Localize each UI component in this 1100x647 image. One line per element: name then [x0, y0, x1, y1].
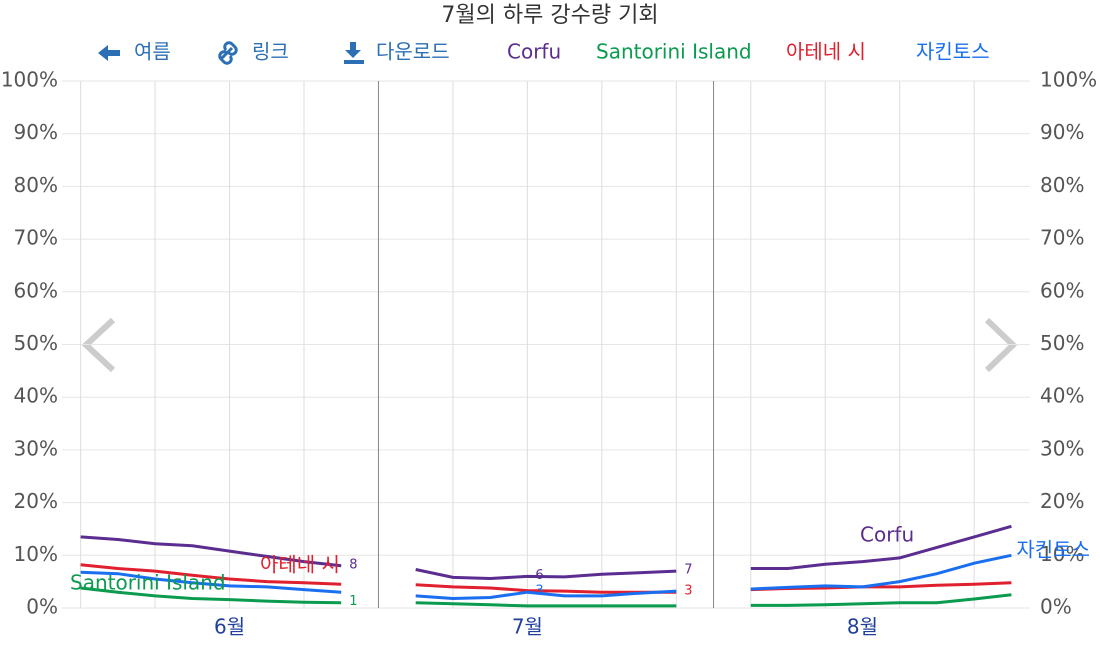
y-tick-label: 50% [14, 331, 58, 355]
y2-tick-label: 70% [1040, 226, 1084, 250]
y-tick-label: 40% [14, 384, 58, 408]
legend-entry[interactable]: 아테네 시 [786, 40, 866, 64]
link-button[interactable]: 링크 [252, 40, 289, 64]
data-label: 6 [535, 568, 543, 583]
x-tick-label: 8월 [847, 615, 878, 639]
series-label: Santorini Island [70, 571, 226, 595]
y-tick-label: 60% [14, 278, 58, 302]
legend-entry[interactable]: Corfu [507, 40, 561, 64]
control-download[interactable]: 다운로드 [344, 40, 450, 65]
download-button[interactable]: 다운로드 [376, 40, 450, 64]
y-tick-label: 100% [1, 68, 58, 92]
y2-tick-label: 30% [1040, 436, 1084, 460]
y-tick-label: 20% [14, 489, 58, 513]
summer-button[interactable]: 여름 [134, 40, 171, 64]
y2-tick-label: 50% [1040, 331, 1084, 355]
control-summer[interactable]: 여름 [98, 40, 171, 64]
data-label: 1 [349, 594, 357, 609]
data-label: 8 [349, 557, 357, 572]
legend-entry[interactable]: 자킨토스 [916, 40, 990, 64]
y2-tick-label: 100% [1040, 68, 1097, 92]
y2-tick-label: 10% [1040, 542, 1084, 566]
y-tick-label: 30% [14, 436, 58, 460]
y-tick-label: 90% [14, 120, 58, 144]
y-tick-label: 10% [14, 542, 58, 566]
data-label: 7 [684, 563, 692, 578]
back-icon [98, 45, 120, 61]
series-label: Corfu [860, 523, 914, 547]
link-icon [218, 41, 238, 65]
chart-title: 7월의 하루 강수량 기회 [441, 3, 658, 28]
control-link[interactable]: 링크 [218, 40, 289, 65]
y2-tick-label: 20% [1040, 489, 1084, 513]
x-tick-label: 6월 [214, 615, 245, 639]
download-icon [344, 42, 364, 64]
series-line [80, 586, 1012, 608]
y2-tick-label: 90% [1040, 120, 1084, 144]
y-tick-label: 80% [14, 173, 58, 197]
y2-tick-label: 40% [1040, 384, 1084, 408]
series-line [80, 553, 1012, 601]
series-label: 자킨토스 [1016, 538, 1090, 562]
y-tick-label: 70% [14, 226, 58, 250]
y2-tick-label: 80% [1040, 173, 1084, 197]
y2-tick-label: 0% [1040, 595, 1072, 619]
x-tick-label: 7월 [512, 615, 543, 639]
y2-tick-label: 60% [1040, 278, 1084, 302]
series-line [80, 524, 1012, 581]
y-tick-label: 0% [26, 595, 58, 619]
legend-entry[interactable]: Santorini Island [596, 40, 752, 64]
data-label: 3 [535, 584, 543, 599]
data-label: 3 [684, 584, 692, 599]
series-label: 아테네 시 [260, 553, 340, 577]
